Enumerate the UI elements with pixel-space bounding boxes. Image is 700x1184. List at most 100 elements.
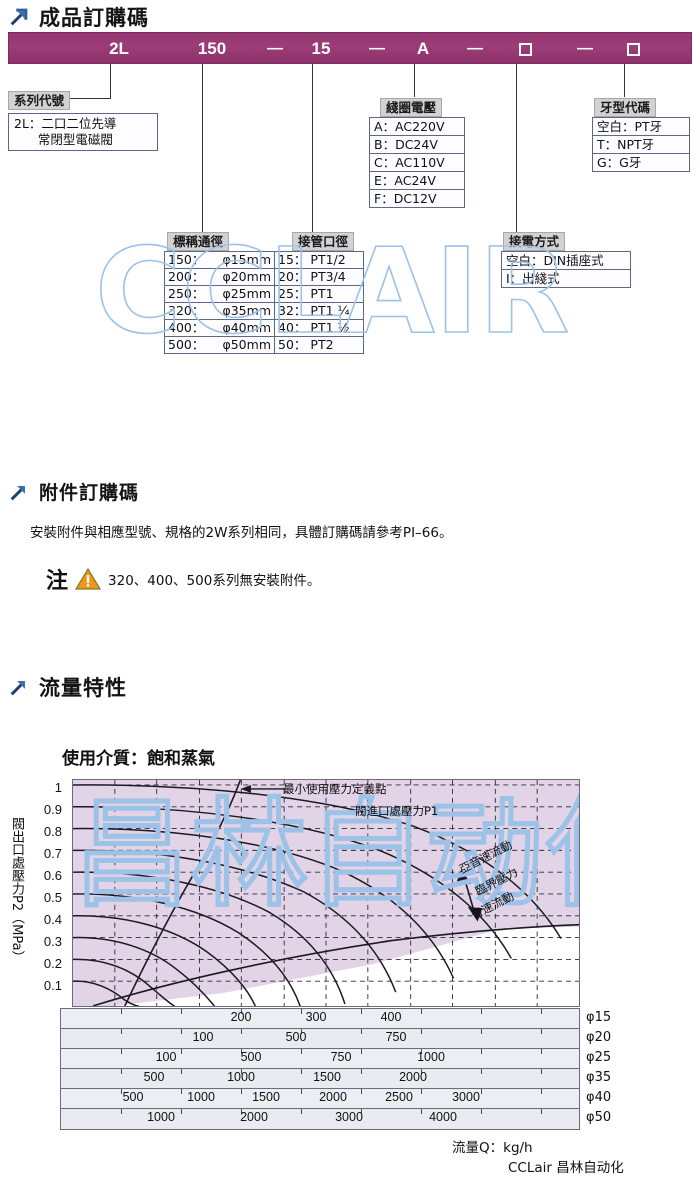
y-tick: 0.4 (43, 912, 62, 927)
scale-tick-label: 2000 (319, 1090, 347, 1104)
scale-row-phi50: 1000 2000 3000 4000 (61, 1109, 579, 1129)
code-dash-4: — (577, 40, 593, 57)
table-row: 空白：DIN插座式 (502, 252, 630, 270)
chart-sonic-boundary (92, 923, 579, 1006)
code-dash-3: — (467, 40, 483, 57)
y-tick: 0.9 (43, 802, 62, 817)
label-coil-voltage: 綫圈電壓 (380, 98, 443, 117)
scale-row-phi15: 200 300 400 (61, 1009, 579, 1029)
table-row: F：DC12V (374, 191, 437, 206)
table-bore-port: 150： φ15mm 200： φ20mm 250： φ25mm 320： φ35mm … (164, 251, 364, 354)
scale-tick-label: 2000 (240, 1110, 268, 1124)
label-thread-code: 牙型代碼 (594, 98, 657, 117)
code-segment-voltage: A (416, 39, 430, 58)
table-row: G：G牙 (597, 155, 642, 170)
scale-tick-label: 500 (143, 1070, 165, 1084)
y-tick: 1 (54, 780, 62, 795)
scale-row-phi35: 500 1000 1500 2000 (61, 1069, 579, 1089)
scale-tick-label: 4000 (429, 1110, 457, 1124)
label-wiring-method: 接電方式 (503, 232, 566, 251)
table-row: T：NPT牙 (593, 136, 689, 154)
scale-tick-label: 500 (240, 1050, 262, 1064)
y-tick: 0.1 (43, 978, 62, 993)
code-segment-bore: 150 (197, 39, 227, 58)
scale-size-label: φ35 (586, 1070, 612, 1085)
scale-row-phi25: 100 500 750 1000 (61, 1049, 579, 1069)
table-row: I：出綫式 (506, 271, 560, 286)
scale-size-label: φ40 (586, 1090, 612, 1105)
table-row: 40： PT1 ½ (275, 320, 363, 337)
annotation-min-pressure: 最小使用壓力定義點 (283, 782, 387, 796)
scale-tick-label: 750 (330, 1050, 352, 1064)
chart-gridlines-horizontal (73, 784, 579, 982)
code-segment-series: 2L (109, 39, 129, 58)
scale-tick-label: 3000 (335, 1110, 363, 1124)
scale-tick-label: 750 (385, 1030, 407, 1044)
table-row: 400： φ40mm (165, 320, 274, 337)
chart-p1-curves (73, 784, 562, 1006)
placeholder-square-icon (626, 43, 640, 57)
page-footer: CCLair 昌林自动化 (508, 1160, 624, 1176)
scale-tick-label: 300 (305, 1010, 327, 1024)
section-header-order-code: 成品訂購碼 (8, 2, 149, 32)
y-tick: 0.8 (43, 824, 62, 839)
leader-line-bore (202, 64, 203, 239)
scale-tick-label: 100 (155, 1050, 177, 1064)
label-port-size: 接管口徑 (292, 232, 355, 251)
accessory-description: 安裝附件與相應型號、規格的2W系列相同，具體訂購碼請參考PⅠ–66。 (30, 525, 453, 541)
chart-critical-pressure-arrow (456, 869, 483, 922)
table-wiring-method: 空白：DIN插座式 I：出綫式 (501, 251, 631, 288)
leader-line-series-h (58, 98, 111, 99)
scale-row-phi20: 100 500 750 (61, 1029, 579, 1049)
note-text: 320、400、500系列無安裝附件。 (108, 573, 321, 589)
section-title: 附件訂購碼 (39, 482, 140, 504)
flow-chart-plot: 昌林自动化 (72, 779, 580, 1007)
annotation-p1: 閥進口處壓力P1 (355, 804, 439, 818)
table-row: 200： φ20mm (165, 269, 274, 286)
box-series-code: 2L：二口二位先導 常閉型電磁閥 (8, 113, 158, 151)
section-header-accessory-code: 附件訂購碼 (8, 478, 139, 505)
code-dash-2: — (369, 40, 385, 57)
table-row: E：AC24V (370, 172, 464, 190)
arrow-up-right-icon (10, 8, 28, 26)
scale-tick-label: 1000 (227, 1070, 255, 1084)
note-label: 注 (46, 569, 69, 594)
section-title: 流量特性 (39, 676, 127, 700)
code-dash-1: — (267, 40, 283, 57)
code-segment-port: 15 (311, 39, 331, 58)
watermark-chart-text: 昌林自动化 (73, 786, 579, 923)
section-header-flow-characteristics: 流量特性 (8, 672, 127, 702)
arrow-up-right-icon (10, 485, 25, 500)
leader-line-port (312, 64, 313, 239)
table-coil-voltage: A：AC220V B：DC24V C：AC110V E：AC24V F：DC12… (369, 117, 465, 208)
table-row: 15： PT1/2 (275, 252, 363, 269)
table-row: 32： PT1 ¼ (275, 303, 363, 320)
y-tick: 0.5 (43, 890, 62, 905)
table-row: A：AC220V (370, 118, 464, 136)
table-row: 50： PT2 (278, 337, 334, 352)
arrow-up-right-icon (10, 681, 25, 696)
scale-row-phi40: 500 1000 1500 2000 2500 3000 (61, 1089, 579, 1109)
scale-tick-label: 1000 (417, 1050, 445, 1064)
scale-tick-label: 400 (380, 1010, 402, 1024)
scale-tick-label: 1000 (147, 1110, 175, 1124)
table-row: 320： φ35mm (165, 303, 274, 320)
table-nominal-dia: 150： φ15mm 200： φ20mm 250： φ25mm 320： φ35mm … (164, 251, 274, 354)
placeholder-square-icon (518, 43, 532, 57)
scale-tick-label: 3000 (452, 1090, 480, 1104)
table-row: 空白：PT牙 (593, 118, 689, 136)
chart-y-axis-label: 閥出口處壓力P2（MPa） (9, 816, 24, 964)
y-tick: 0.2 (43, 956, 62, 971)
leader-line-wiring (516, 64, 517, 239)
chart-svg: 昌林自动化 (73, 780, 579, 1006)
code-segment-thread (611, 33, 655, 65)
warning-triangle-icon (75, 567, 102, 590)
leader-line-series (110, 64, 111, 98)
label-nominal-dia: 標稱通徑 (167, 232, 230, 251)
table-port-size: 15： PT1/2 20： PT3/4 25： PT1 32： PT1 ¼ 40： PT1… (274, 251, 364, 354)
chart-min-pressure-line (124, 780, 242, 1006)
table-thread-code: 空白：PT牙 T：NPT牙 G：G牙 (592, 117, 690, 172)
table-row: 25： PT1 (275, 286, 363, 303)
scale-size-label: φ25 (586, 1050, 612, 1065)
